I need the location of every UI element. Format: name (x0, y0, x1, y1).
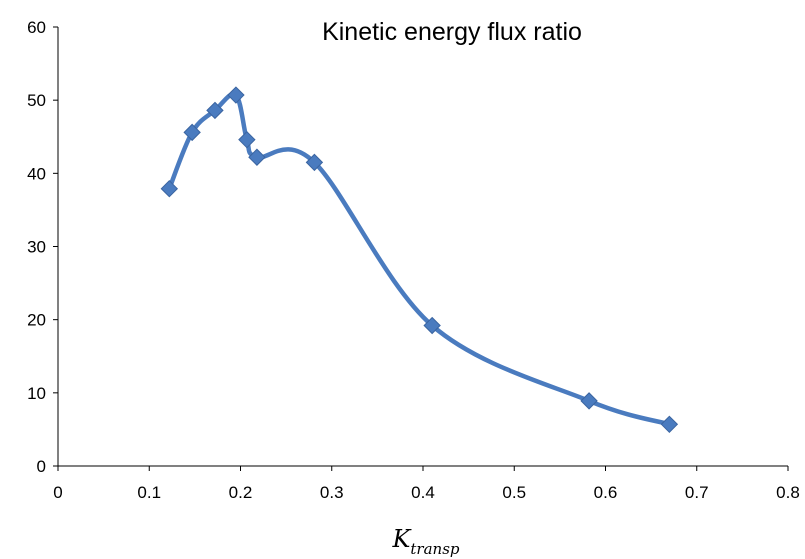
x-tick-label: 0 (53, 483, 62, 502)
x-tick-label: 0.5 (502, 483, 526, 502)
axes (57, 27, 788, 467)
x-tick-label: 0.7 (685, 483, 709, 502)
x-ticks: 0 0.1 0.2 0.3 0.4 0.5 0.6 0.7 0.8 (53, 466, 800, 502)
x-tick-label: 0.4 (411, 483, 435, 502)
data-point-marker (227, 86, 245, 104)
y-tick-label: 30 (27, 238, 46, 257)
data-point-marker (183, 123, 201, 142)
y-tick-label: 50 (27, 91, 46, 110)
data-point-marker (160, 179, 179, 198)
y-ticks: 0 10 20 30 40 50 60 (27, 18, 58, 476)
x-tick-label: 0.8 (776, 483, 800, 502)
data-markers (160, 86, 679, 434)
y-tick-label: 0 (37, 457, 46, 476)
data-point-marker (248, 148, 266, 166)
x-axis-label-subscript: transp (410, 540, 459, 558)
x-tick-label: 0.6 (594, 483, 618, 502)
data-point-marker (423, 316, 441, 335)
x-axis-label: Ktransp (391, 525, 459, 558)
y-tick-label: 40 (27, 164, 46, 183)
x-tick-label: 0.2 (229, 483, 253, 502)
data-point-marker (660, 415, 679, 434)
data-point-marker (305, 153, 324, 172)
data-point-marker (580, 392, 598, 410)
x-tick-label: 0.1 (137, 483, 161, 502)
y-tick-label: 60 (27, 18, 46, 37)
data-point-marker (238, 130, 256, 149)
x-axis-label-main: K (391, 525, 412, 553)
x-tick-label: 0.3 (320, 483, 344, 502)
data-point-marker (206, 101, 224, 120)
y-tick-label: 20 (27, 311, 46, 330)
chart-title: Kinetic energy flux ratio (322, 18, 582, 46)
y-tick-label: 10 (27, 384, 46, 403)
